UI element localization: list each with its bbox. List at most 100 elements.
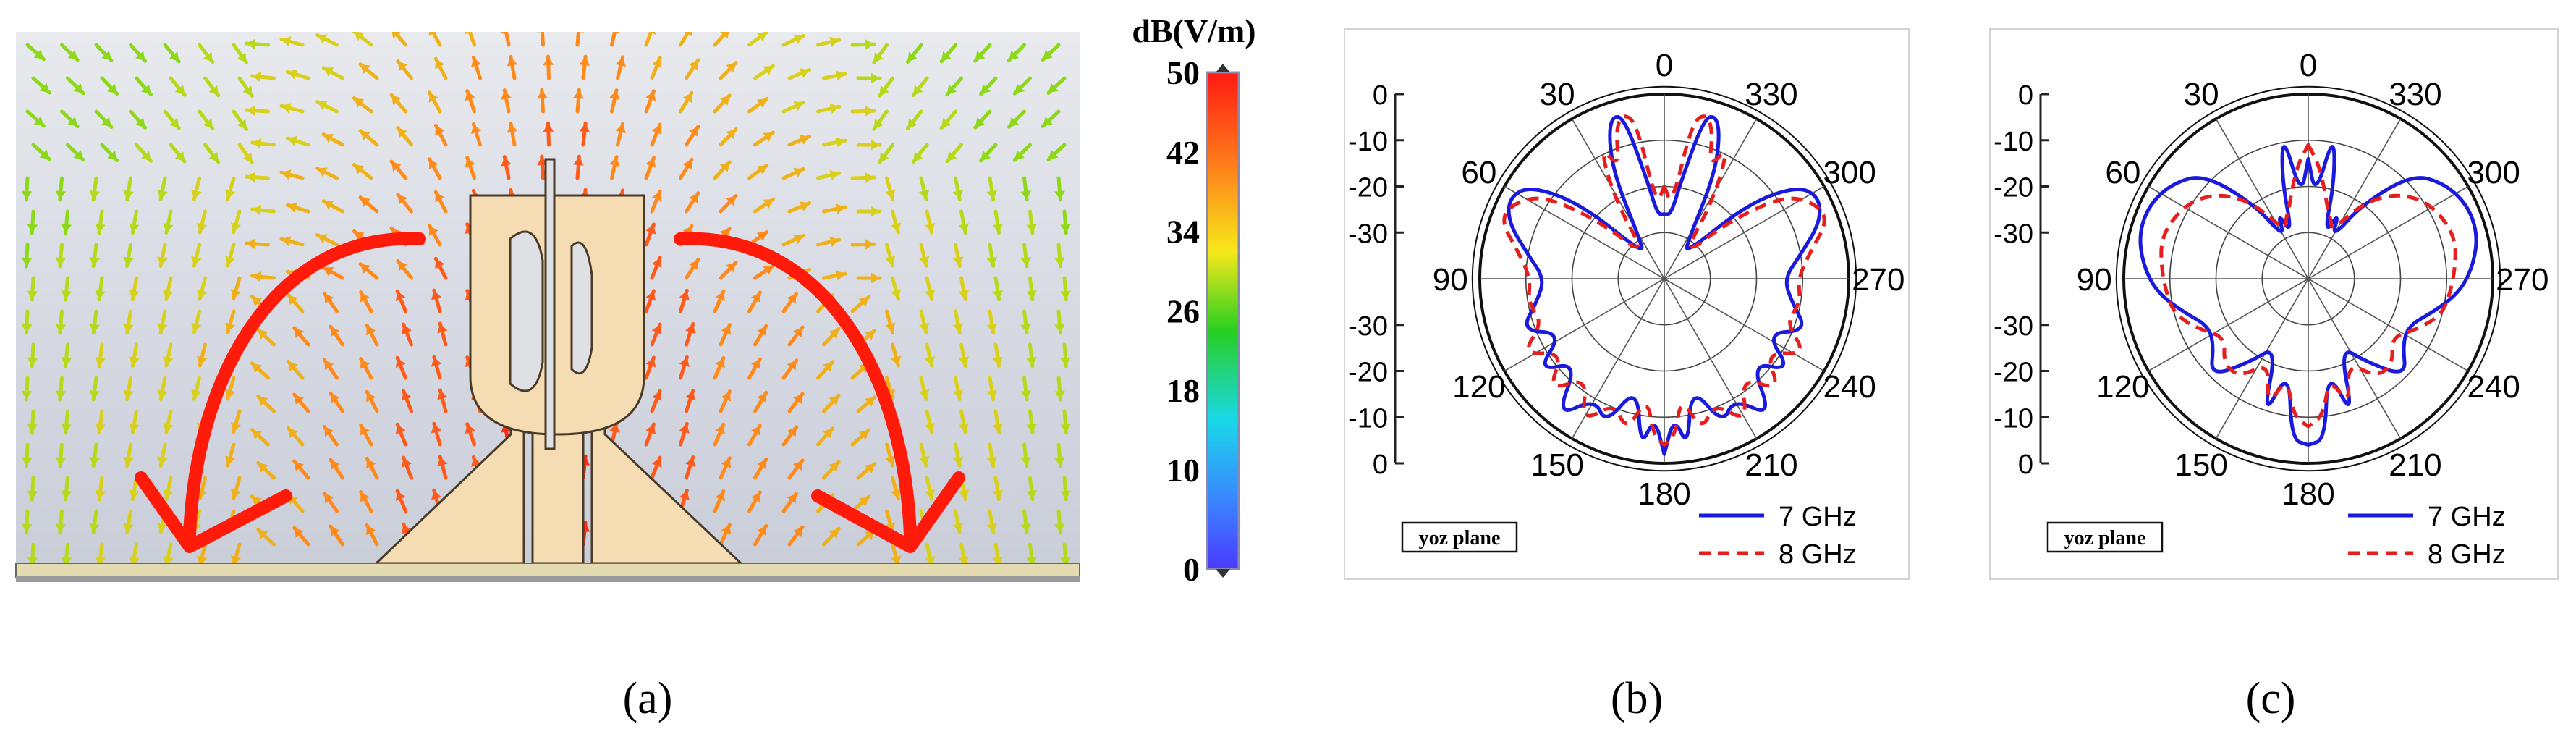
- angle-tick-label: 0: [1656, 48, 1673, 83]
- field-arrowhead: [651, 191, 662, 201]
- field-arrowhead: [360, 425, 370, 436]
- field-arrowhead: [1043, 50, 1053, 60]
- field-arrowhead: [579, 56, 590, 66]
- field-arrowhead: [317, 34, 328, 44]
- field-arrowhead: [324, 426, 334, 437]
- field-arrowhead: [107, 83, 117, 94]
- current-path-left: [135, 232, 426, 553]
- polar-outer-ring: [2115, 85, 2501, 472]
- field-arrowhead: [885, 455, 896, 466]
- field-arrowhead: [287, 202, 297, 213]
- field-arrowhead: [123, 323, 134, 333]
- colorbar-tick: 34: [1166, 214, 1200, 250]
- field-arrowhead: [89, 456, 100, 466]
- radial-tick-label: -20: [1348, 173, 1388, 203]
- field-arrowhead: [1026, 424, 1037, 433]
- field-arrowhead: [294, 328, 304, 338]
- polar-spoke: [1664, 185, 1825, 279]
- field-arrowhead: [823, 361, 833, 372]
- field-arrowhead: [203, 118, 213, 129]
- field-arrowhead: [793, 460, 803, 471]
- field-arrowhead: [246, 238, 255, 250]
- field-arrowhead: [208, 85, 219, 96]
- field-arrowhead: [756, 165, 767, 175]
- field-arrowhead: [726, 62, 737, 73]
- radial-tick-label: -10: [1348, 403, 1388, 434]
- field-arrowhead: [756, 98, 767, 109]
- radial-tick-label: -10: [1348, 127, 1388, 157]
- field-arrowhead: [763, 266, 774, 275]
- field-arrowhead: [946, 151, 957, 161]
- field-arrowhead: [67, 50, 78, 60]
- polar-spoke: [2308, 278, 2402, 439]
- field-arrowhead: [288, 428, 298, 439]
- field-arrowhead: [95, 290, 106, 300]
- field-arrowhead: [242, 152, 253, 163]
- field-arrowhead: [27, 490, 38, 500]
- field-arrowhead: [992, 556, 1003, 566]
- field-arrowhead: [501, 156, 512, 167]
- field-arrowhead: [679, 290, 690, 300]
- field-arrowhead: [1043, 117, 1053, 127]
- field-arrowhead: [317, 234, 328, 244]
- angle-tick-label: 0: [2300, 48, 2317, 83]
- colorbar-tick: 42: [1166, 134, 1200, 171]
- field-arrowhead: [1054, 324, 1065, 333]
- radiating-patch: [469, 194, 645, 436]
- field-arrowhead: [891, 489, 902, 499]
- field-arrowhead: [237, 119, 247, 130]
- radial-tick-label: 0: [1373, 80, 1388, 111]
- field-arrowhead: [873, 119, 884, 130]
- legend-label: 7 GHz: [1779, 502, 1857, 532]
- field-arrowhead: [787, 293, 797, 304]
- field-arrowhead: [123, 456, 134, 466]
- field-arrowhead: [980, 84, 991, 94]
- field-arrowhead: [402, 524, 412, 534]
- substrate-edge: [15, 563, 1080, 578]
- field-arrowhead: [55, 457, 67, 466]
- field-arrow: [467, 32, 476, 47]
- field-arrowhead: [354, 32, 365, 41]
- field-arrowhead: [992, 423, 1003, 433]
- ground-plane-edge: [16, 576, 1080, 582]
- field-arrowhead: [471, 57, 481, 68]
- field-arrowhead: [873, 52, 884, 63]
- field-arrowhead: [756, 232, 767, 242]
- field-arrowhead: [609, 423, 620, 433]
- field-arrowhead: [366, 325, 376, 336]
- field-arrowhead: [129, 423, 140, 433]
- field-arrowhead: [258, 396, 268, 406]
- field-arrowhead: [123, 523, 134, 533]
- field-arrowhead: [395, 491, 406, 502]
- field-arrowhead: [793, 167, 804, 178]
- field-arrowhead: [437, 457, 448, 467]
- field-arrowhead: [689, 259, 698, 270]
- field-arrowhead: [507, 123, 518, 133]
- field-arrowhead: [197, 355, 208, 366]
- plane-label-box: [1401, 521, 1518, 553]
- field-arrowhead: [986, 323, 998, 333]
- field-arrowhead: [1054, 190, 1065, 200]
- angle-tick-label: 60: [1461, 155, 1496, 190]
- field-arrowhead: [288, 361, 298, 372]
- angle-tick-label: 120: [1452, 369, 1505, 405]
- field-arrowhead: [101, 50, 111, 61]
- field-arrowhead: [360, 292, 370, 303]
- angle-tick-label: 30: [2184, 77, 2219, 112]
- field-arrowhead: [651, 258, 662, 268]
- polar-spoke: [2308, 278, 2469, 372]
- field-arrowhead: [89, 523, 100, 533]
- field-arrowhead: [865, 239, 874, 250]
- polar-spoke: [2308, 118, 2402, 279]
- field-arrowhead: [225, 322, 236, 332]
- field-arrowhead: [715, 491, 725, 502]
- field-arrowhead: [39, 149, 50, 159]
- field-arrowhead: [919, 455, 930, 466]
- polar-spoke: [1664, 278, 1758, 439]
- field-arrowhead: [651, 324, 662, 334]
- field-arrowhead: [613, 32, 620, 33]
- field-arrowhead: [1014, 83, 1025, 94]
- field-arrowhead: [645, 357, 656, 368]
- radial-tick-label: 0: [2018, 80, 2033, 111]
